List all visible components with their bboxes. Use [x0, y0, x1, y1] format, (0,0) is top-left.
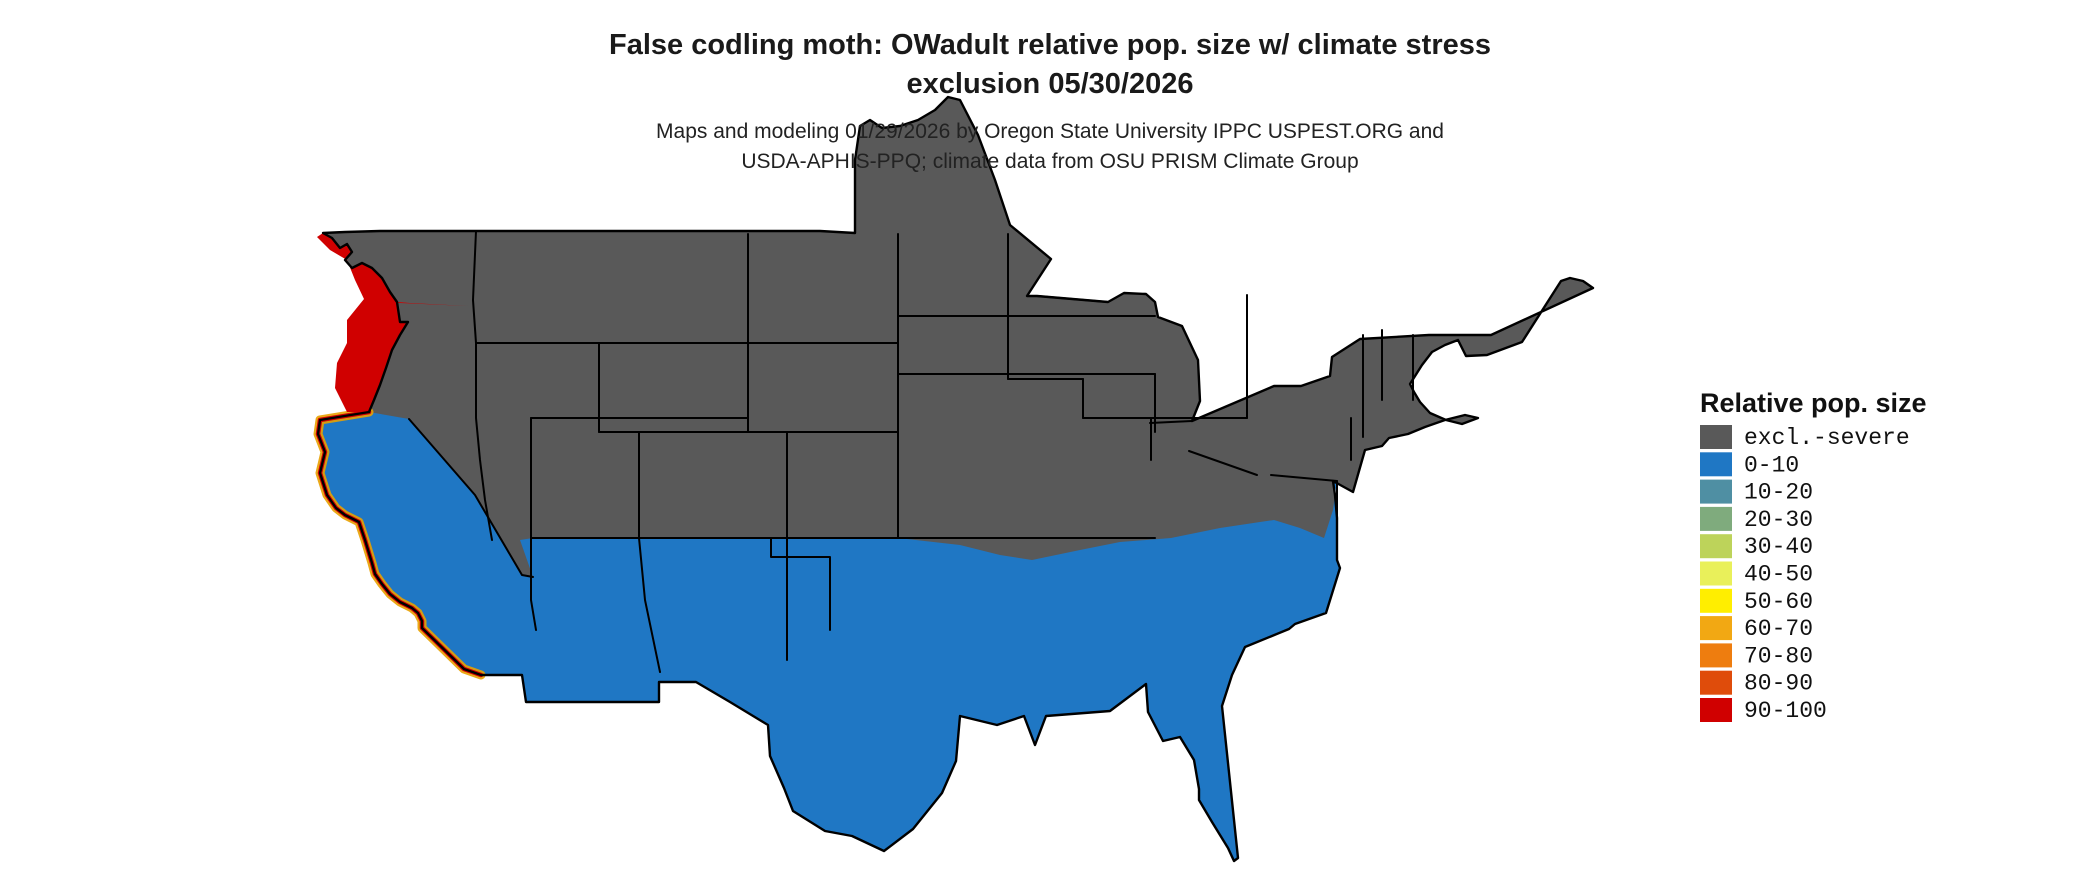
svg-text:20-30: 20-30 — [1744, 507, 1813, 533]
svg-text:60-70: 60-70 — [1744, 616, 1813, 642]
svg-text:70-80: 70-80 — [1744, 643, 1813, 669]
svg-text:0-10: 0-10 — [1744, 452, 1799, 478]
svg-text:50-60: 50-60 — [1744, 589, 1813, 615]
svg-text:80-90: 80-90 — [1744, 671, 1813, 697]
svg-text:90-100: 90-100 — [1744, 698, 1827, 724]
svg-text:Relative pop. size: Relative pop. size — [1700, 388, 1927, 418]
svg-text:10-20: 10-20 — [1744, 480, 1813, 506]
svg-text:40-50: 40-50 — [1744, 562, 1813, 588]
svg-text:excl.-severe: excl.-severe — [1744, 425, 1910, 451]
svg-text:30-40: 30-40 — [1744, 534, 1813, 560]
